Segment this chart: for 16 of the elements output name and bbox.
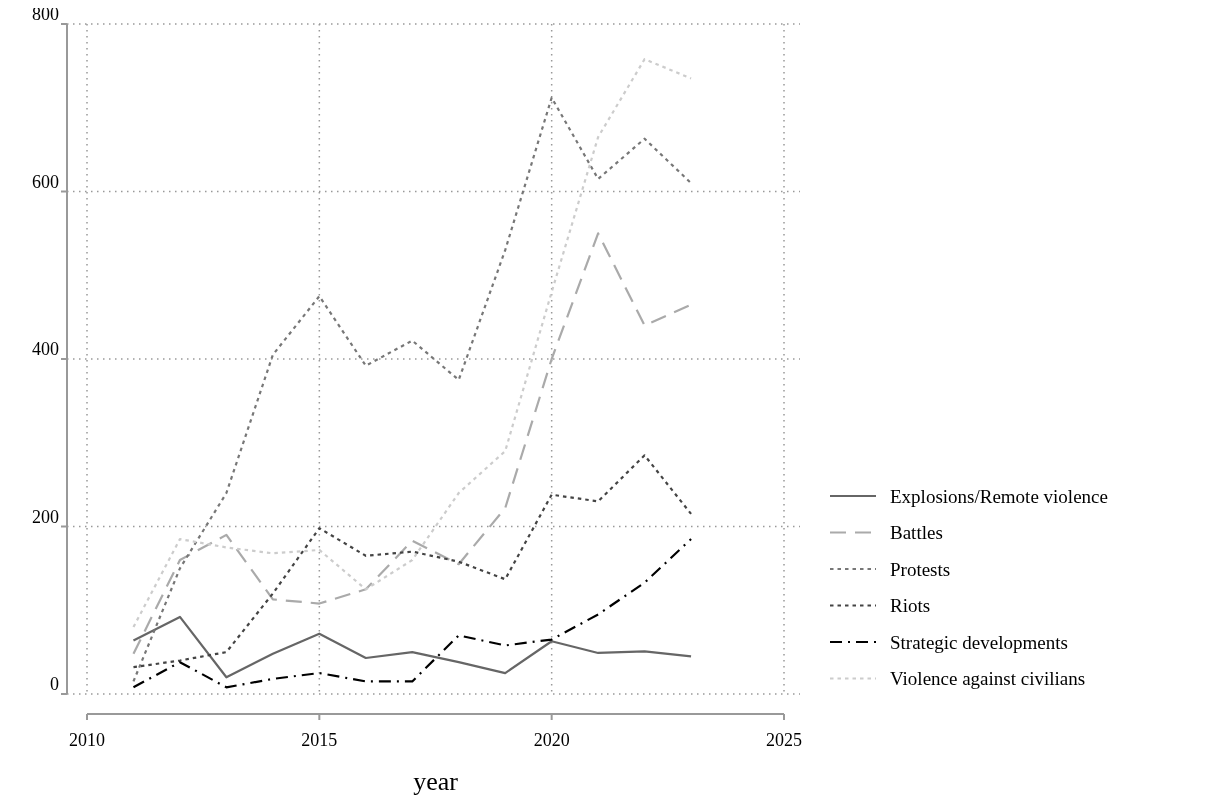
legend-label: Protests (890, 558, 951, 580)
legend-label: Battles (890, 522, 943, 544)
y-tick-label: 600 (32, 171, 59, 192)
y-tick-label: 800 (32, 4, 59, 25)
x-tick-label: 2010 (69, 730, 105, 750)
legend-label: Explosions/Remote violence (890, 485, 1108, 507)
y-tick-label: 0 (50, 674, 59, 695)
legend-label: Strategic developments (890, 631, 1068, 653)
y-tick-label: 400 (32, 339, 59, 360)
y-tick-label: 200 (32, 506, 59, 527)
x-tick-label: 2025 (766, 730, 802, 750)
x-tick-label: 2015 (301, 730, 338, 750)
x-axis-title: year (413, 767, 459, 796)
legend-label: Riots (890, 595, 931, 617)
x-tick-label: 2020 (533, 730, 570, 750)
legend-label: Violence against civilians (890, 668, 1086, 690)
